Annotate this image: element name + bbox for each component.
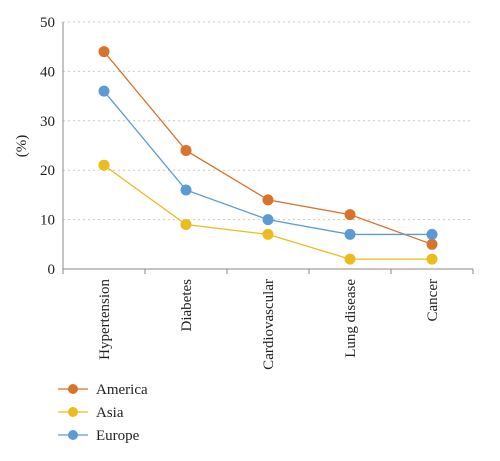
series-asia: [98, 159, 438, 265]
data-point-america: [180, 144, 192, 156]
legend: America Asia Europe: [58, 382, 148, 444]
y-tick-label: 30: [40, 114, 55, 130]
x-tick-label: Diabetes: [179, 279, 195, 332]
y-tick-labels: 0 10 20 30 40 50: [40, 15, 55, 278]
data-point-america: [426, 238, 438, 250]
x-tick-label: Cancer: [425, 279, 441, 321]
data-point-asia: [180, 219, 192, 231]
grid-lines: [63, 21, 473, 221]
legend-marker: [68, 407, 78, 417]
legend-label: Europe: [96, 428, 140, 444]
y-tick-label: 20: [40, 163, 55, 179]
data-point-europe: [180, 184, 192, 196]
data-point-europe: [262, 214, 274, 226]
y-tick-label: 40: [40, 64, 55, 80]
x-tick-labels: Hypertension Diabetes Cardiovascular Lung d…: [97, 279, 441, 370]
legend-item-america: America: [58, 382, 148, 398]
y-tick-label: 10: [40, 213, 55, 229]
data-point-europe: [344, 228, 356, 240]
x-tick-label: Hypertension: [97, 279, 113, 360]
series-group: [98, 46, 438, 265]
data-point-europe: [98, 85, 110, 97]
data-point-asia: [262, 228, 274, 240]
data-point-america: [344, 209, 356, 221]
axes: [62, 22, 474, 274]
y-axis-label: (%): [14, 135, 30, 158]
data-point-europe: [426, 228, 438, 240]
data-point-asia: [344, 253, 356, 265]
series-line-asia: [103, 164, 432, 260]
x-tick-label: Cardiovascular: [261, 279, 277, 370]
legend-item-europe: Europe: [58, 428, 140, 444]
data-point-america: [98, 46, 110, 58]
data-point-asia: [426, 253, 438, 265]
x-tick-label: Lung disease: [343, 279, 359, 358]
y-tick-label: 50: [40, 15, 55, 31]
legend-marker: [68, 430, 78, 440]
legend-label: Asia: [96, 405, 124, 421]
data-point-america: [262, 194, 274, 206]
data-point-asia: [98, 159, 110, 171]
y-tick-label: 0: [48, 262, 56, 278]
series-line-europe: [103, 90, 432, 236]
series-europe: [98, 85, 438, 240]
legend-label: America: [96, 382, 148, 398]
legend-item-asia: Asia: [58, 405, 124, 421]
legend-marker: [68, 384, 78, 394]
series-america: [98, 46, 438, 250]
